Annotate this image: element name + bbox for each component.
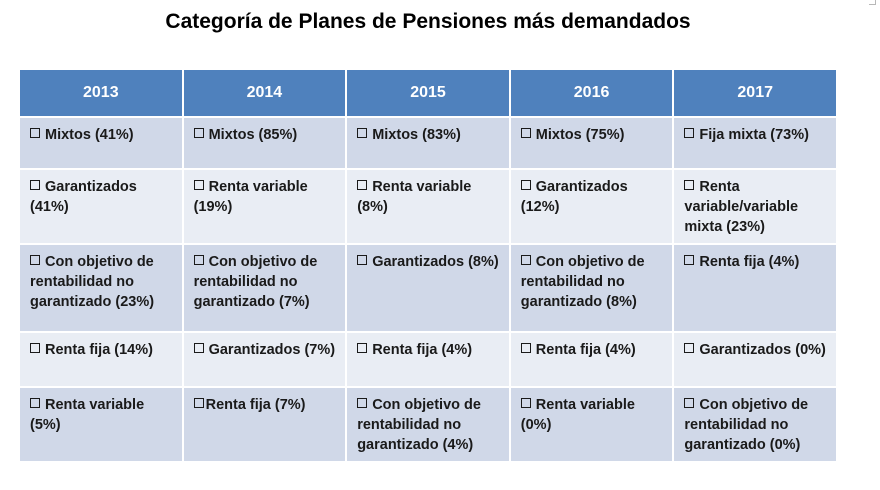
table-cell: Garantizados (7%) [181, 331, 348, 388]
year-header-2013: 2013 [18, 68, 184, 118]
table-cell: Renta fija (4%) [672, 243, 838, 333]
page-title: Categoría de Planes de Pensiones más dem… [165, 10, 691, 33]
table-cell: Renta variable (19%) [181, 168, 348, 245]
table-cell: Garantizados (41%) [18, 168, 184, 245]
checkbox-icon [684, 255, 695, 265]
checkbox-icon [30, 398, 40, 408]
checkbox-icon [193, 343, 204, 353]
cell-text: Con objetivo de rentabilidad no garantiz… [684, 397, 809, 453]
checkbox-icon [357, 255, 368, 265]
cell-text: Renta fija (4%) [372, 342, 473, 358]
table-cell: Mixtos (85%) [181, 116, 348, 170]
table-cell: Renta fija (4%) [508, 331, 675, 388]
table-cell: Con objetivo de rentabilidad no garantiz… [672, 386, 838, 463]
cell-text: Renta variable (8%) [357, 179, 472, 215]
cell-text: Con objetivo de rentabilidad no garantiz… [193, 254, 318, 310]
corner-mark [869, 0, 876, 5]
checkbox-icon [357, 180, 368, 190]
table-cell: Con objetivo de rentabilidad no garantiz… [508, 243, 675, 333]
table-cell: Mixtos (83%) [345, 116, 511, 170]
cell-text: Renta fija (7%) [205, 397, 306, 413]
cell-text: Renta variable (0%) [520, 397, 635, 433]
table-cell: Con objetivo de rentabilidad no garantiz… [181, 243, 348, 333]
cell-text: Mixtos (75%) [535, 127, 625, 143]
checkbox-icon [30, 180, 40, 190]
cell-text: Garantizados (8%) [372, 254, 499, 270]
cell-text: Garantizados (41%) [30, 179, 137, 215]
table-cell: Renta variable (8%) [345, 168, 511, 245]
checkbox-icon [684, 180, 695, 190]
table-cell: Garantizados (0%) [672, 331, 838, 388]
cell-text: Mixtos (85%) [208, 127, 298, 143]
cell-text: Renta variable (5%) [30, 397, 145, 433]
cell-text: Fija mixta (73%) [699, 127, 809, 143]
table-row: Garantizados (41%) Renta variable (19%) … [18, 168, 838, 245]
cell-text: Con objetivo de rentabilidad no garantiz… [30, 254, 155, 310]
checkbox-icon [357, 343, 368, 353]
table-cell: Con objetivo de rentabilidad no garantiz… [345, 386, 511, 463]
checkbox-icon [30, 128, 40, 138]
checkbox-icon [684, 128, 695, 138]
cell-text: Con objetivo de rentabilidad no garantiz… [520, 254, 645, 310]
checkbox-icon [684, 398, 695, 408]
table-cell: Mixtos (75%) [508, 116, 675, 170]
checkbox-icon [30, 343, 40, 353]
cell-text: Renta fija (4%) [699, 254, 800, 270]
checkbox-icon [520, 255, 531, 265]
table-cell: Renta variable (0%) [508, 386, 675, 463]
checkbox-icon [193, 255, 204, 265]
table-cell: Con objetivo de rentabilidad no garantiz… [18, 243, 184, 333]
table-row: Renta fija (14%) Garantizados (7%) Renta… [18, 331, 838, 388]
cell-text: Con objetivo de rentabilidad no garantiz… [357, 397, 481, 453]
cell-text: Renta variable (19%) [193, 179, 308, 215]
table-cell: Garantizados (8%) [345, 243, 511, 333]
header-row: 2013 2014 2015 2016 2017 [18, 68, 838, 118]
cell-text: Renta fija (14%) [45, 342, 153, 358]
table-cell: Renta variable/variable mixta (23%) [672, 168, 838, 245]
table-row: Mixtos (41%) Mixtos (85%) Mixtos (83%) M… [18, 116, 838, 170]
checkbox-icon [520, 128, 531, 138]
year-header-2016: 2016 [508, 68, 675, 118]
checkbox-icon [357, 128, 368, 138]
checkbox-icon [520, 180, 531, 190]
cell-text: Renta fija (4%) [535, 342, 636, 358]
cell-text: Garantizados (12%) [520, 179, 628, 215]
table-cell: Mixtos (41%) [18, 116, 184, 170]
table-cell: Garantizados (12%) [508, 168, 675, 245]
cell-text: Garantizados (0%) [699, 342, 826, 358]
cell-text: Garantizados (7%) [208, 342, 336, 358]
checkbox-icon [193, 180, 204, 190]
table-row: Con objetivo de rentabilidad no garantiz… [18, 243, 838, 333]
checkbox-icon [193, 128, 204, 138]
cell-text: Renta variable/variable mixta (23%) [684, 179, 799, 235]
checkbox-icon [193, 398, 204, 408]
cell-text: Mixtos (41%) [45, 127, 134, 143]
pension-categories-table: 2013 2014 2015 2016 2017 Mixtos (41%) Mi… [18, 68, 838, 463]
table-cell: Renta fija (7%) [181, 386, 348, 463]
checkbox-icon [30, 255, 40, 265]
table-cell: Renta fija (14%) [18, 331, 184, 388]
table-row: Renta variable (5%) Renta fija (7%) Con … [18, 386, 838, 463]
year-header-2015: 2015 [345, 68, 511, 118]
table-cell: Fija mixta (73%) [672, 116, 838, 170]
table-cell: Renta variable (5%) [18, 386, 184, 463]
checkbox-icon [357, 398, 368, 408]
checkbox-icon [520, 398, 531, 408]
checkbox-icon [684, 343, 695, 353]
year-header-2014: 2014 [181, 68, 348, 118]
cell-text: Mixtos (83%) [372, 127, 461, 143]
table-cell: Renta fija (4%) [345, 331, 511, 388]
year-header-2017: 2017 [672, 68, 838, 118]
checkbox-icon [520, 343, 531, 353]
